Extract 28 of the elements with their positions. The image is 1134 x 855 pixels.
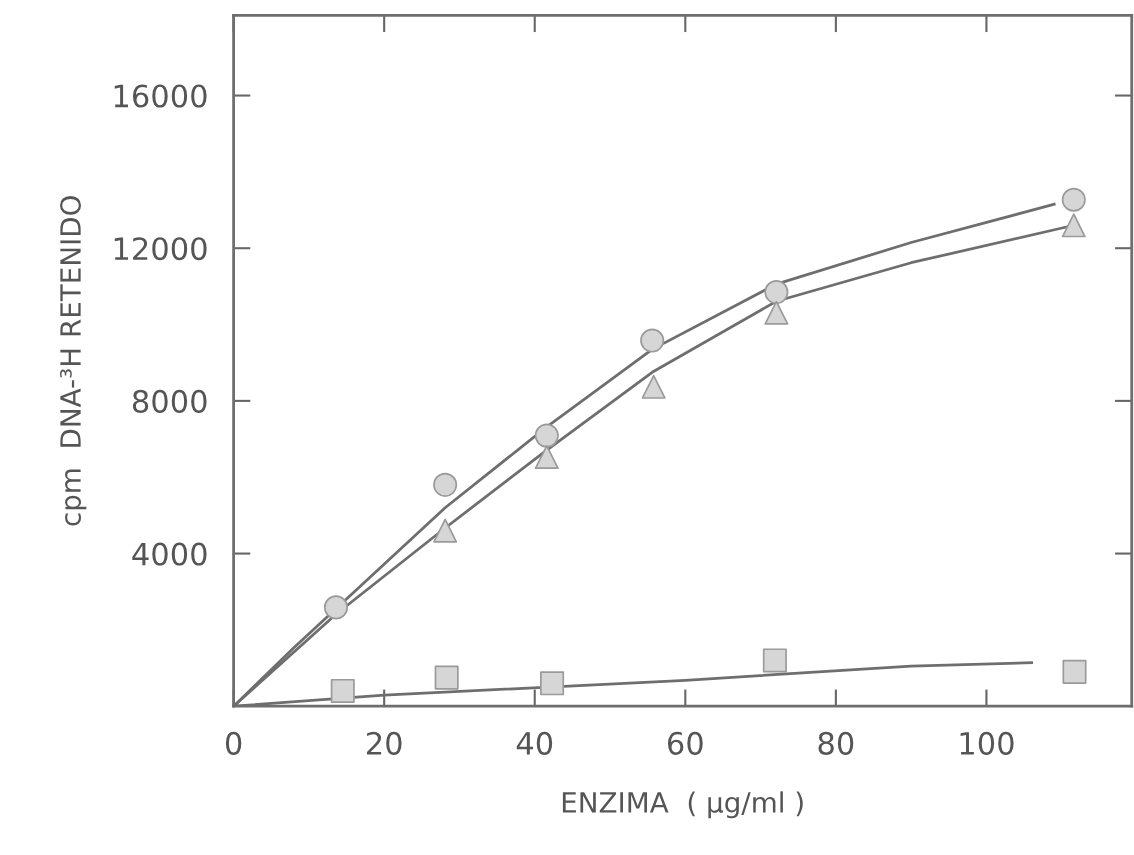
x-tick-label: 20 <box>366 731 402 755</box>
y-tick-label: 16000 <box>114 84 207 108</box>
point <box>1061 187 1086 212</box>
point <box>540 671 565 696</box>
x-tick-label: 60 <box>668 731 703 755</box>
y-tick-label: 12000 <box>114 237 207 261</box>
point <box>323 595 349 620</box>
y-tick-label: 4000 <box>132 542 207 566</box>
point <box>434 665 459 690</box>
point <box>1062 659 1087 684</box>
x-tick-label: 80 <box>818 731 854 755</box>
point <box>534 423 559 448</box>
point <box>764 300 789 325</box>
y-axis-title: cpm DNA-³H RETENIDO <box>60 196 87 526</box>
y-tick-label: 8000 <box>132 389 207 413</box>
point <box>641 374 666 399</box>
x-tick-label: 100 <box>960 731 1014 755</box>
x-tick-label: 0 <box>225 731 242 755</box>
point <box>330 678 355 703</box>
point <box>640 328 665 353</box>
point <box>534 444 559 470</box>
x-axis-title: ENZIMA ( µg/ml ) <box>562 791 803 819</box>
point <box>433 518 458 543</box>
point <box>433 472 458 497</box>
point <box>1061 213 1086 238</box>
point <box>762 648 787 673</box>
x-tick-label: 40 <box>516 731 553 755</box>
point <box>764 280 789 305</box>
